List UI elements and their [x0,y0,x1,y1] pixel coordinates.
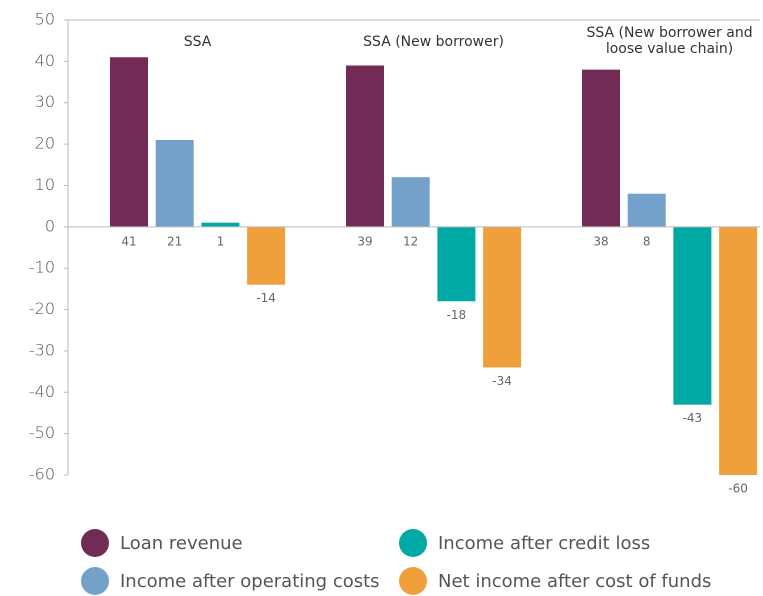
bar [627,193,666,227]
y-tick-label: 0 [45,216,55,235]
bar [673,226,712,405]
y-tick-label: 40 [35,51,55,70]
legend-label: Loan revenue [120,533,243,554]
bar [155,139,194,227]
bar [346,65,384,227]
bar [247,226,286,285]
y-tick-label: -60 [29,465,55,484]
value-label: -14 [256,291,276,305]
y-tick-label: 10 [35,175,55,194]
bar [201,222,240,227]
value-label: 21 [167,234,182,248]
value-label: 1 [217,234,225,248]
value-label: 41 [121,234,136,248]
y-tick-label: 20 [35,134,55,153]
y-tick-label: 50 [35,10,55,29]
y-tick-label: -40 [29,382,55,401]
y-tick-label: -50 [29,423,55,442]
value-label: 8 [643,234,651,248]
bar [437,226,476,302]
category-label: SSA [183,34,212,50]
legend-swatch [399,529,427,557]
value-label: 12 [403,234,418,248]
bar [582,69,620,227]
value-label: -34 [492,374,512,388]
value-label: -43 [683,411,703,425]
y-tick-label: -20 [29,299,55,318]
bar [719,226,758,475]
y-tick-label: 30 [35,92,55,111]
value-label: 39 [357,234,372,248]
value-label: -60 [728,482,748,496]
category-label: SSA (New borrower) [363,34,504,50]
y-tick-label: -10 [29,258,55,277]
legend-label: Net income after cost of funds [438,571,711,592]
legend-swatch [399,567,427,595]
legend-label: Income after credit loss [438,533,650,554]
value-label: -18 [447,308,467,322]
legend-label: Income after operating costs [120,571,380,592]
bar [483,226,522,368]
y-tick-label: -30 [29,340,55,359]
bar [110,57,148,227]
bar [391,177,430,227]
category-label: SSA (New borrower and loose value chain) [586,25,753,57]
legend-swatch [81,567,109,595]
value-label: 38 [593,234,608,248]
legend-swatch [81,529,109,557]
